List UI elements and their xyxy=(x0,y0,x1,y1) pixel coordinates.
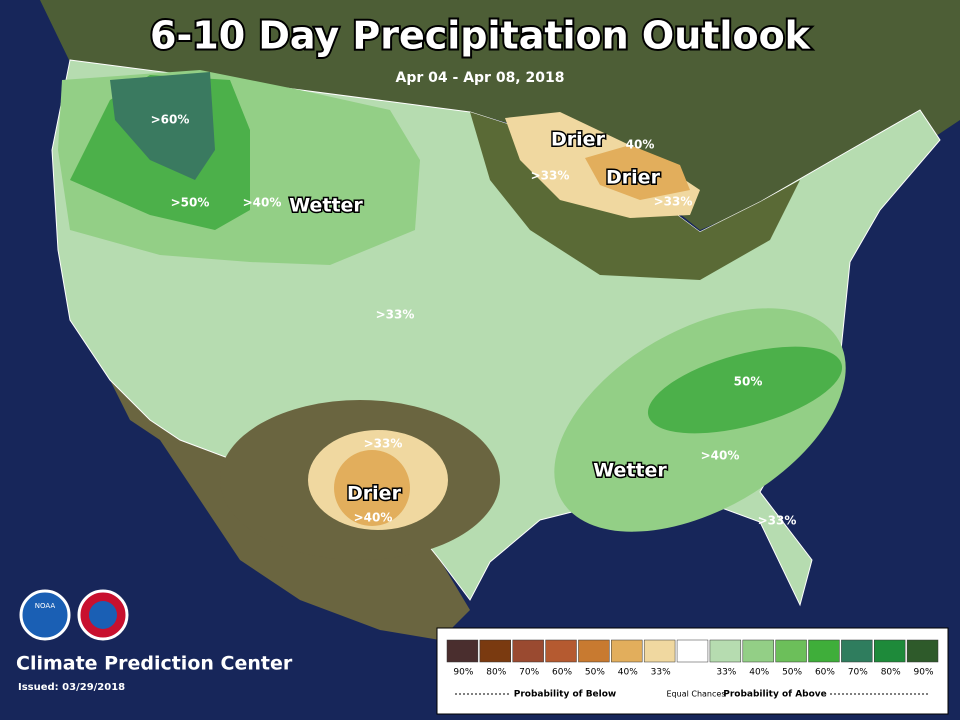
region-label: Drier xyxy=(347,483,402,505)
region-label: >33% xyxy=(364,437,403,451)
legend-swatch xyxy=(512,639,544,663)
legend-label: 70% xyxy=(519,668,539,678)
legend-label: 33% xyxy=(651,668,671,678)
legend-swatch xyxy=(545,639,577,663)
legend-label: 60% xyxy=(552,668,572,678)
region-label: >33% xyxy=(758,514,797,528)
legend-below: Probability of Below xyxy=(514,690,617,700)
region-label: >33% xyxy=(531,169,570,183)
region-label: Drier xyxy=(606,167,661,189)
legend-label: 40% xyxy=(749,668,769,678)
region-label: >33% xyxy=(654,195,693,209)
legend-swatch xyxy=(611,639,643,663)
region-label: 50% xyxy=(734,375,763,389)
legend-swatch xyxy=(775,639,807,663)
subtitle: Apr 04 - Apr 08, 2018 xyxy=(396,70,565,86)
region-label: >40% xyxy=(701,449,740,463)
legend-label: 33% xyxy=(716,668,736,678)
legend-label: 50% xyxy=(782,668,802,678)
wetter-50-se xyxy=(647,346,843,434)
legend-label: 80% xyxy=(486,668,506,678)
legend-label: 70% xyxy=(848,668,868,678)
legend-swatch xyxy=(841,639,873,663)
agency: Climate Prediction Center xyxy=(16,653,293,675)
legend-label: 90% xyxy=(453,668,473,678)
region-label: >50% xyxy=(171,196,210,210)
region-label: >40% xyxy=(354,511,393,525)
legend-swatch xyxy=(906,639,939,663)
legend-swatch xyxy=(643,639,676,663)
noaa-logo xyxy=(19,589,71,641)
legend-swatch xyxy=(874,639,906,663)
issued: Issued: 03/29/2018 xyxy=(18,682,125,693)
region-label: >60% xyxy=(151,113,190,127)
drier-40-north xyxy=(585,145,690,200)
legend-label: 90% xyxy=(914,668,934,678)
region-label: Wetter xyxy=(289,195,363,217)
region-label: Wetter xyxy=(593,460,667,482)
drier-40-south xyxy=(334,450,410,526)
legend-swatch xyxy=(479,639,511,663)
legend-swatch xyxy=(808,639,840,663)
legend-swatch xyxy=(676,639,709,663)
legend-label: 60% xyxy=(815,668,835,678)
legend-swatch xyxy=(709,639,742,663)
title: 6-10 Day Precipitation Outlook xyxy=(150,14,811,58)
legend-swatch xyxy=(578,639,610,663)
wetter-60-nw xyxy=(110,72,215,180)
region-label: Drier xyxy=(551,129,606,151)
region-label: >33% xyxy=(376,308,415,322)
legend-label: 50% xyxy=(585,668,605,678)
canada xyxy=(0,0,960,230)
region-label: 40% xyxy=(626,138,655,152)
legend-above: Probability of Above xyxy=(723,690,827,700)
nws-logo-inner xyxy=(89,601,117,629)
legend-swatch xyxy=(446,639,479,663)
legend-label: 80% xyxy=(881,668,901,678)
legend-label: 40% xyxy=(618,668,638,678)
legend-equal: Equal Chances xyxy=(667,690,726,699)
legend-swatch xyxy=(742,639,774,663)
noaa-logo-text: NOAA xyxy=(35,602,56,610)
region-label: >40% xyxy=(243,196,282,210)
